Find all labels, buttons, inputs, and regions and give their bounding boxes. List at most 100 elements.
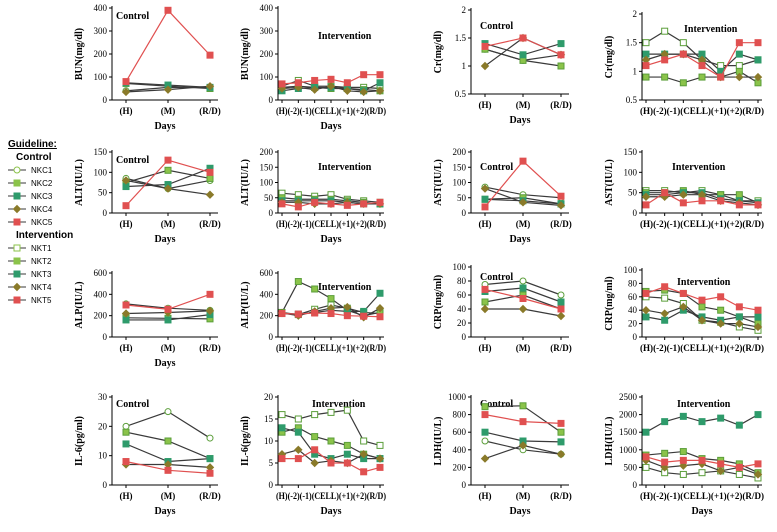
series-nkc4: [480, 184, 566, 210]
data-point: [735, 62, 743, 70]
y-tick-label: 5: [269, 458, 274, 468]
data-point: [360, 468, 368, 476]
chart-title: Control: [480, 21, 513, 32]
series-nkt1: [278, 406, 384, 449]
legend-group-control: Control: [16, 152, 52, 163]
series-nkc5: [122, 458, 214, 477]
data-point: [311, 309, 319, 317]
y-axis-label: CRP(mg/ml): [433, 275, 444, 329]
y-tick-label: 300: [94, 26, 108, 36]
x-tick-label: (H): [479, 219, 492, 229]
y-tick-label: 40: [628, 305, 638, 315]
series-nkc3: [481, 428, 565, 446]
series-line: [125, 411, 211, 439]
data-point: [735, 201, 743, 209]
data-point: [557, 192, 565, 200]
data-point: [557, 51, 565, 59]
data-point: [557, 305, 565, 313]
data-point: [698, 418, 706, 426]
data-point: [164, 466, 172, 474]
data-point: [294, 79, 302, 87]
data-point: [661, 56, 669, 64]
data-point: [519, 277, 527, 285]
data-point: [661, 418, 669, 426]
data-point: [294, 203, 302, 211]
data-point: [480, 61, 490, 71]
data-point: [311, 433, 319, 441]
data-point: [294, 455, 302, 463]
legend-marker: [13, 296, 21, 304]
legend-label: NKC5: [31, 218, 53, 227]
legend-label: NKT5: [31, 296, 52, 305]
y-tick-label: 100: [624, 167, 638, 177]
y-tick-label: 0: [633, 208, 638, 218]
data-point: [311, 411, 319, 419]
x-axis-label: Days: [154, 121, 175, 132]
y-tick-label: 100: [453, 262, 467, 272]
data-point: [754, 411, 762, 419]
data-point: [754, 460, 762, 468]
data-point: [519, 51, 527, 59]
y-tick-label: 100: [94, 72, 108, 82]
legend-marker: [13, 270, 21, 278]
series-nkt5: [642, 39, 762, 81]
data-point: [122, 428, 130, 436]
data-point: [376, 198, 384, 206]
y-tick-label: 400: [260, 3, 274, 13]
chart-title: Control: [480, 399, 513, 410]
legend-label: NKC2: [31, 179, 53, 188]
data-point: [163, 184, 173, 193]
legend-label: NKT1: [31, 244, 52, 253]
y-tick-label: 0: [462, 332, 467, 342]
x-tick-label: (H): [479, 100, 492, 110]
y-tick-label: 2: [462, 5, 467, 15]
data-point: [642, 73, 650, 81]
legend-group-intervention: Intervention: [16, 230, 73, 241]
data-point: [518, 441, 528, 450]
chart-panel-4: 0.5 1 1.5 2 (H)(-2)(-1)(CELL)(+1)(+2)(R/D) Cr…: [604, 9, 764, 116]
chart-panel-3: 0.5 1 1.5 2 (H) (M) (R/D) Cr(mg/dl) Days Control: [433, 5, 572, 126]
x-axis-label: Days: [154, 506, 175, 517]
x-tick-labels: (H)(-2)(-1)(CELL)(+1)(+2)(R/D): [276, 219, 386, 229]
y-tick-label: 400: [453, 445, 467, 455]
y-tick-label: 1: [633, 66, 638, 76]
data-point: [206, 455, 214, 463]
x-tick-label: (H): [120, 343, 133, 353]
series-nkt2: [642, 67, 762, 87]
data-point: [481, 203, 489, 211]
data-point: [660, 463, 669, 472]
legend-title: Guideline:: [8, 139, 57, 150]
data-point: [122, 422, 130, 430]
data-point: [343, 459, 351, 467]
data-point: [294, 310, 302, 318]
y-tick-label: 1500: [619, 427, 638, 437]
series-nkc4: [121, 176, 215, 199]
data-point: [735, 72, 744, 82]
chart-panel-9: 0 200 400 600 (H) (M) (R/D) ALP(IU/L) Days: [74, 268, 221, 369]
chart-panel-15: 0 200 400 600 800 1000 (H) (M) (R/D) LDH(IU/L) Day…: [433, 392, 572, 517]
data-point: [311, 76, 319, 84]
data-point: [518, 304, 528, 314]
data-point: [481, 285, 489, 293]
data-point: [205, 306, 215, 316]
data-point: [343, 79, 351, 87]
chart-title: Intervention: [318, 282, 372, 293]
chart-title: Intervention: [318, 162, 372, 173]
data-point: [121, 87, 131, 97]
data-point: [717, 293, 725, 301]
data-point: [753, 72, 763, 82]
data-point: [343, 86, 352, 96]
data-point: [163, 85, 173, 94]
data-point: [481, 195, 489, 203]
legend-label: NKT2: [31, 257, 52, 266]
series-nkt3: [642, 411, 762, 436]
data-point: [698, 62, 706, 70]
y-tick-label: 60: [457, 290, 467, 300]
data-point: [375, 86, 385, 96]
data-point: [679, 50, 687, 58]
y-axis-label: BUN(mg/dl): [240, 28, 251, 80]
data-point: [311, 446, 319, 454]
data-point: [376, 71, 384, 79]
data-point: [205, 190, 215, 199]
